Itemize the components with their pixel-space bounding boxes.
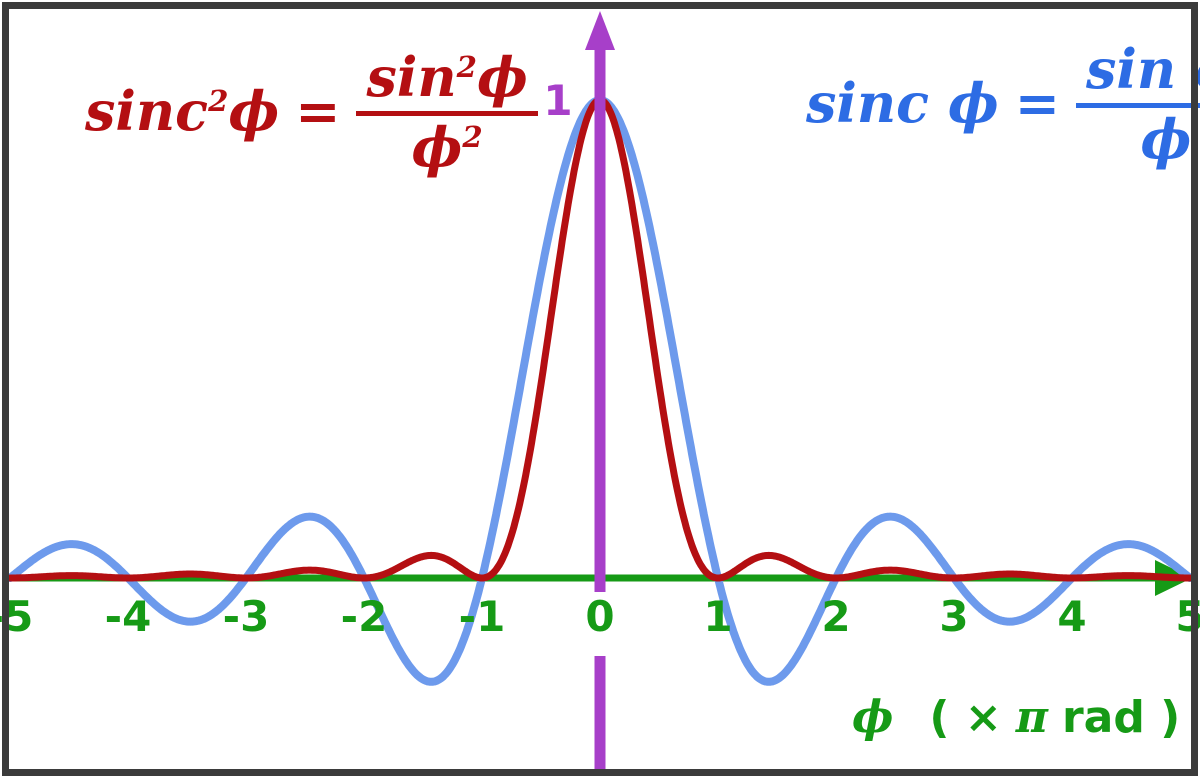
x-tick-label: -5 bbox=[0, 592, 34, 641]
unit-close-paren: rad ) bbox=[1061, 692, 1181, 743]
y-peak-label: 1 bbox=[543, 76, 573, 125]
x-tick-label: -2 bbox=[340, 592, 388, 641]
x-tick-label: 2 bbox=[821, 592, 851, 641]
x-tick-label: -4 bbox=[104, 592, 152, 641]
unit-open-paren: ( × bbox=[929, 692, 1002, 743]
equals-sign: = bbox=[295, 79, 341, 144]
x-tick-label: 5 bbox=[1175, 592, 1200, 641]
fraction: sin ϕ ϕ bbox=[1075, 42, 1200, 172]
phi-symbol: ϕ bbox=[852, 692, 894, 743]
x-axis-label: ϕ ( × π rad ) bbox=[852, 692, 1181, 743]
x-tick-label: -3 bbox=[222, 592, 270, 641]
formula-lhs: sinc ϕ bbox=[806, 71, 999, 136]
x-tick-label: 1 bbox=[703, 592, 733, 641]
x-tick-label: 3 bbox=[939, 592, 969, 641]
fraction-denominator: ϕ2 bbox=[411, 115, 483, 180]
equals-sign: = bbox=[1014, 71, 1060, 136]
sinc-formula: sinc ϕ = sin ϕ ϕ bbox=[806, 42, 1200, 166]
x-tick-label: -1 bbox=[458, 592, 506, 641]
sinc-squared-formula: sinc2ϕ = sin2ϕ ϕ2 bbox=[85, 50, 538, 174]
fraction: sin2ϕ ϕ2 bbox=[356, 50, 538, 180]
fraction-numerator: sin ϕ bbox=[1075, 42, 1200, 109]
x-tick-label: 0 bbox=[585, 592, 615, 641]
y-axis-arrowhead-icon bbox=[585, 11, 615, 50]
y-axis bbox=[585, 11, 615, 772]
fraction-numerator: sin2ϕ bbox=[356, 50, 538, 117]
fraction-denominator: ϕ bbox=[1140, 107, 1192, 172]
formula-lhs: sinc2ϕ bbox=[85, 79, 280, 144]
pi-symbol: π bbox=[1015, 692, 1048, 743]
x-tick-label: 4 bbox=[1057, 592, 1087, 641]
